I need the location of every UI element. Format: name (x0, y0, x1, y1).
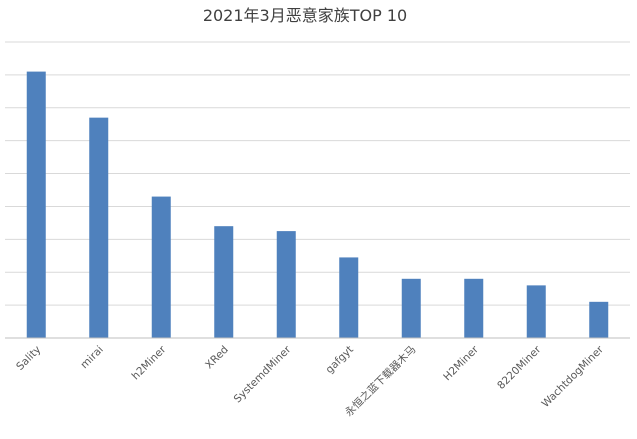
x-tick-label: 永恒之蓝下载器木马 (342, 343, 418, 419)
bar (339, 257, 359, 338)
x-tick-label: WachtdogMiner (540, 343, 607, 410)
bars (26, 71, 609, 339)
gridlines (5, 41, 630, 306)
bar (526, 285, 546, 338)
chart-title: 2021年3月恶意家族TOP 10 (203, 6, 407, 25)
x-tick-label: h2Miner (130, 343, 169, 382)
x-tick-label: mirai (78, 344, 105, 371)
bar (401, 278, 421, 338)
bar (151, 196, 171, 338)
bar (214, 226, 234, 338)
bar (276, 231, 296, 338)
x-tick-label: 8220Miner (495, 343, 544, 392)
x-tick-label: Sality (14, 344, 43, 373)
x-tick-label: SystemdMiner (232, 343, 294, 405)
bar (589, 301, 609, 338)
bar (26, 71, 46, 338)
x-tick-labels: Sality mirai h2Miner XRed SystemdMiner gafgyt… (14, 343, 606, 419)
x-tick-label: XRed (203, 344, 231, 372)
x-tick-label: H2Miner (441, 343, 481, 383)
bar (464, 278, 484, 338)
bar (89, 117, 109, 339)
x-tick-label: gafgyt (323, 344, 355, 376)
